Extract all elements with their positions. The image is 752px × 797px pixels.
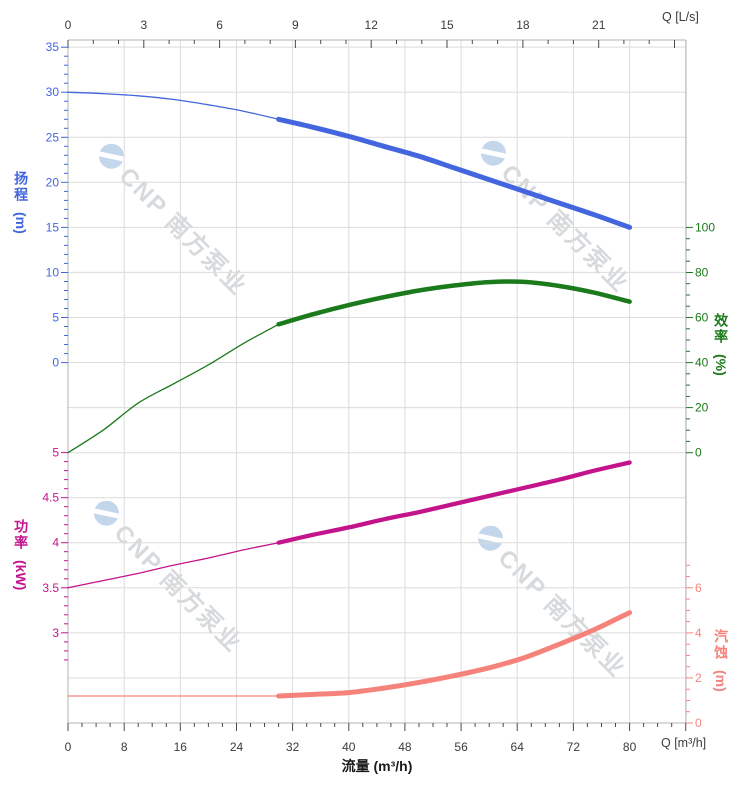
head-axis-title: 扬程 (m) (13, 171, 29, 234)
svg-text:60: 60 (695, 311, 709, 325)
svg-text:15: 15 (440, 18, 454, 32)
svg-text:10: 10 (46, 266, 60, 280)
efficiency-curve (67, 279, 632, 454)
svg-text:48: 48 (398, 740, 412, 754)
bottom-axis: 0 8 16 24 32 40 48 56 64 72 80 (65, 723, 687, 754)
efficiency-axis-unit: (%) (713, 354, 730, 376)
svg-text:8: 8 (121, 740, 128, 754)
svg-text:6: 6 (216, 18, 223, 32)
efficiency-axis-name: 效率 (713, 313, 730, 345)
svg-text:25: 25 (46, 130, 60, 144)
top-axis: 0 3 6 9 12 15 18 21 (65, 18, 675, 48)
npsh-axis-title: 汽蚀 (m) (713, 629, 729, 692)
svg-text:32: 32 (286, 740, 300, 754)
power-axis-name: 功率 (13, 519, 30, 551)
power-axis-unit: (kW) (13, 560, 30, 591)
power-axis-title: 功率 (kW) (13, 519, 29, 590)
svg-text:4: 4 (52, 536, 59, 550)
svg-text:30: 30 (46, 85, 60, 99)
svg-text:80: 80 (623, 740, 637, 754)
npsh-curve (67, 610, 633, 699)
svg-text:20: 20 (46, 175, 60, 189)
npsh-axis: 6 4 2 0 (686, 564, 702, 730)
power-curve (67, 460, 632, 589)
svg-text:5: 5 (52, 446, 59, 460)
svg-text:24: 24 (230, 740, 244, 754)
x-axis-label: 流量 (m³/h) (341, 758, 413, 774)
svg-text:0: 0 (65, 740, 72, 754)
svg-text:16: 16 (174, 740, 188, 754)
svg-text:40: 40 (342, 740, 356, 754)
svg-text:5: 5 (52, 311, 59, 325)
bottom-axis-unit-label: Q [m³/h] (661, 736, 707, 750)
svg-text:35: 35 (46, 40, 60, 54)
efficiency-axis: 100 80 60 40 20 0 (686, 220, 715, 460)
efficiency-axis-title: 效率 (%) (713, 313, 729, 376)
svg-text:15: 15 (46, 220, 60, 234)
svg-text:100: 100 (695, 220, 715, 234)
svg-text:0: 0 (695, 446, 702, 460)
head-axis-unit: (m) (13, 212, 30, 234)
svg-text:72: 72 (567, 740, 581, 754)
svg-text:6: 6 (695, 581, 702, 595)
svg-text:21: 21 (592, 18, 606, 32)
svg-text:80: 80 (695, 266, 709, 280)
npsh-axis-unit: (m) (713, 670, 730, 692)
svg-text:56: 56 (454, 740, 468, 754)
svg-text:64: 64 (511, 740, 525, 754)
svg-text:4: 4 (695, 626, 702, 640)
svg-text:40: 40 (695, 356, 709, 370)
svg-text:0: 0 (695, 716, 702, 730)
head-axis-name: 扬程 (13, 171, 30, 203)
svg-text:20: 20 (695, 401, 709, 415)
svg-text:12: 12 (365, 18, 379, 32)
svg-text:0: 0 (65, 18, 72, 32)
svg-text:3.5: 3.5 (42, 581, 59, 595)
svg-text:3: 3 (140, 18, 147, 32)
svg-text:9: 9 (292, 18, 299, 32)
head-axis: 35 30 25 20 15 10 5 0 (46, 40, 68, 370)
svg-text:18: 18 (516, 18, 530, 32)
svg-text:2: 2 (695, 671, 702, 685)
svg-text:3: 3 (52, 626, 59, 640)
top-axis-unit-label: Q [L/s] (662, 10, 699, 24)
power-axis: 5 4.5 4 3.5 3 (42, 446, 68, 661)
head-curve (67, 91, 633, 230)
svg-text:4.5: 4.5 (42, 491, 59, 505)
npsh-axis-name: 汽蚀 (713, 629, 730, 661)
svg-text:0: 0 (52, 356, 59, 370)
